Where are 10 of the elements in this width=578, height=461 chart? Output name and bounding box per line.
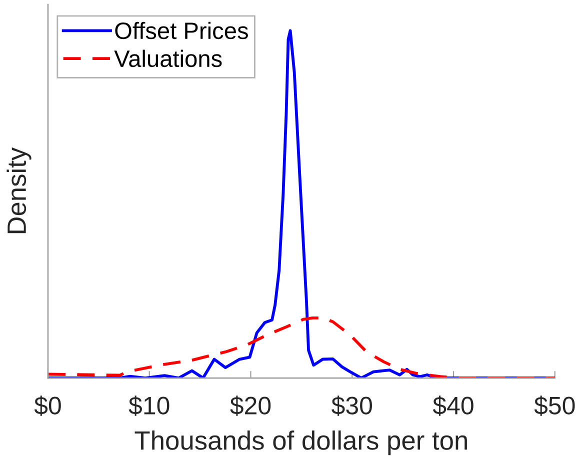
legend-label: Offset Prices (115, 22, 248, 40)
x-axis-title: Thousands of dollars per ton (134, 430, 467, 456)
x-tick-label: $20 (230, 396, 271, 416)
legend-label: Valuations (114, 50, 222, 68)
x-tick-label: $10 (128, 396, 170, 416)
x-tick-label: $0 (34, 396, 61, 416)
x-tick-label: $40 (432, 396, 474, 416)
y-axis-title: Density (6, 147, 32, 234)
x-tick-label: $30 (332, 396, 372, 416)
x-tick-label: $50 (534, 396, 575, 416)
